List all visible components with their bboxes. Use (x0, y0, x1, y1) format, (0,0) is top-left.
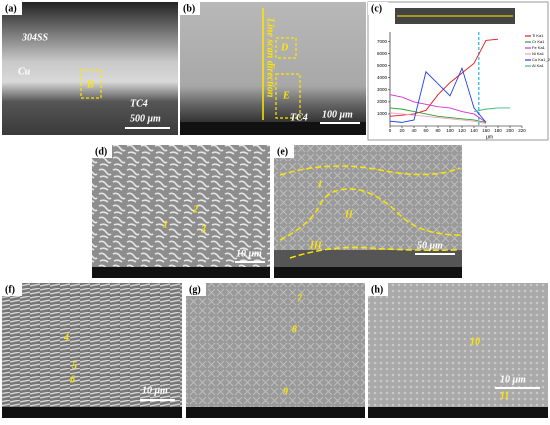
legend-label: Ni Ka1 (532, 51, 545, 56)
label-box (274, 145, 294, 158)
label-box (368, 2, 388, 15)
panel-label: (d) (95, 146, 107, 157)
text: 11 (500, 390, 509, 401)
series-line (389, 107, 487, 123)
label-box (180, 2, 200, 15)
scale-text: 500 μm (130, 113, 161, 124)
x-tick-label: 180 (494, 128, 502, 133)
micrograph (2, 283, 182, 407)
y-tick-label: 4000 (377, 75, 388, 80)
info-bar (180, 122, 366, 135)
label-box (2, 2, 22, 15)
micrograph (2, 2, 178, 135)
label-box (92, 145, 112, 158)
text: 1 (163, 219, 168, 230)
scale-text: 10 μm (500, 374, 526, 385)
text: 8 (292, 324, 297, 335)
boundary (279, 165, 461, 259)
micrograph (186, 283, 365, 407)
y-tick-label: 2000 (377, 99, 388, 104)
x-tick-label: 0 (389, 128, 392, 133)
info-bar (186, 407, 365, 418)
panel-label: (f) (5, 284, 15, 295)
text: D (280, 42, 288, 53)
text: III (309, 240, 323, 251)
box (80, 69, 102, 99)
x-tick-label: 20 (399, 128, 405, 133)
label-box (2, 283, 22, 296)
series-line (389, 112, 487, 125)
y-tick-label: 1000 (377, 111, 388, 116)
x-tick-label: 220 (518, 128, 526, 133)
text: TC4 (130, 98, 148, 109)
text: 9 (283, 386, 288, 397)
panel-label: (b) (183, 3, 195, 14)
panel-label: (c) (371, 3, 382, 14)
x-tick-label: 80 (435, 128, 441, 133)
legend-label: Al Ka1 (532, 63, 545, 68)
legend-label: Fe Ka1 (532, 45, 546, 50)
y-tick-label: 7000 (377, 39, 388, 44)
text: 304SS (21, 32, 49, 43)
y-tick-label: 6000 (377, 51, 388, 56)
box (275, 37, 297, 59)
panel-label: (g) (189, 284, 201, 295)
text: TC4 (290, 112, 308, 123)
chart-panel (367, 1, 549, 141)
text: E (282, 90, 290, 101)
scale-text: 10 μm (142, 385, 168, 396)
x-tick-label: 200 (506, 128, 514, 133)
info-bar (2, 407, 182, 418)
series-line (473, 107, 510, 112)
panel-label: (h) (371, 284, 383, 295)
label-box (186, 283, 206, 296)
text: 3 (200, 224, 206, 235)
x-tick-label: 60 (423, 128, 429, 133)
x-tick-label: 160 (482, 128, 490, 133)
micrograph (92, 145, 270, 267)
box (275, 73, 301, 119)
x-tick-label: 140 (470, 128, 478, 133)
micrograph (180, 2, 366, 122)
label-box (368, 283, 388, 296)
legend-label: Ti Ka1 (532, 33, 544, 38)
text: B (86, 79, 94, 90)
series-line (389, 66, 487, 123)
legend-label: Cr Ka1 (532, 39, 545, 44)
panel-label: (e) (277, 146, 288, 157)
text: 2 (192, 204, 198, 215)
x-tick-label: 120 (458, 128, 466, 133)
info-bar (274, 267, 462, 278)
series-line (389, 94, 487, 123)
x-tick-label: 100 (446, 128, 454, 133)
y-tick-label: 5000 (377, 63, 388, 68)
micrograph (368, 283, 548, 407)
y-tick-label: 3000 (377, 87, 388, 92)
text: Line scan direction (265, 17, 276, 98)
scale-text: 100 μm (322, 109, 353, 120)
text: 6 (70, 374, 75, 385)
text: I (317, 179, 323, 190)
substrate (274, 250, 462, 267)
text: 4 (63, 332, 69, 343)
x-tick-label: 40 (411, 128, 417, 133)
info-bar (368, 407, 548, 418)
legend-label: Cu Ka1_2 (532, 57, 550, 62)
text: Cu (18, 66, 31, 77)
micrograph (274, 145, 462, 267)
text: II (344, 209, 354, 220)
info-bar (92, 267, 270, 278)
scale-text: 10 μm (236, 248, 262, 259)
text: 10 (470, 336, 480, 347)
x-axis-label: μm (486, 134, 493, 140)
text: 7 (297, 293, 303, 304)
scale-text: 50 μm (417, 240, 443, 251)
text: 5 (72, 360, 77, 371)
panel-label: (a) (5, 3, 17, 14)
